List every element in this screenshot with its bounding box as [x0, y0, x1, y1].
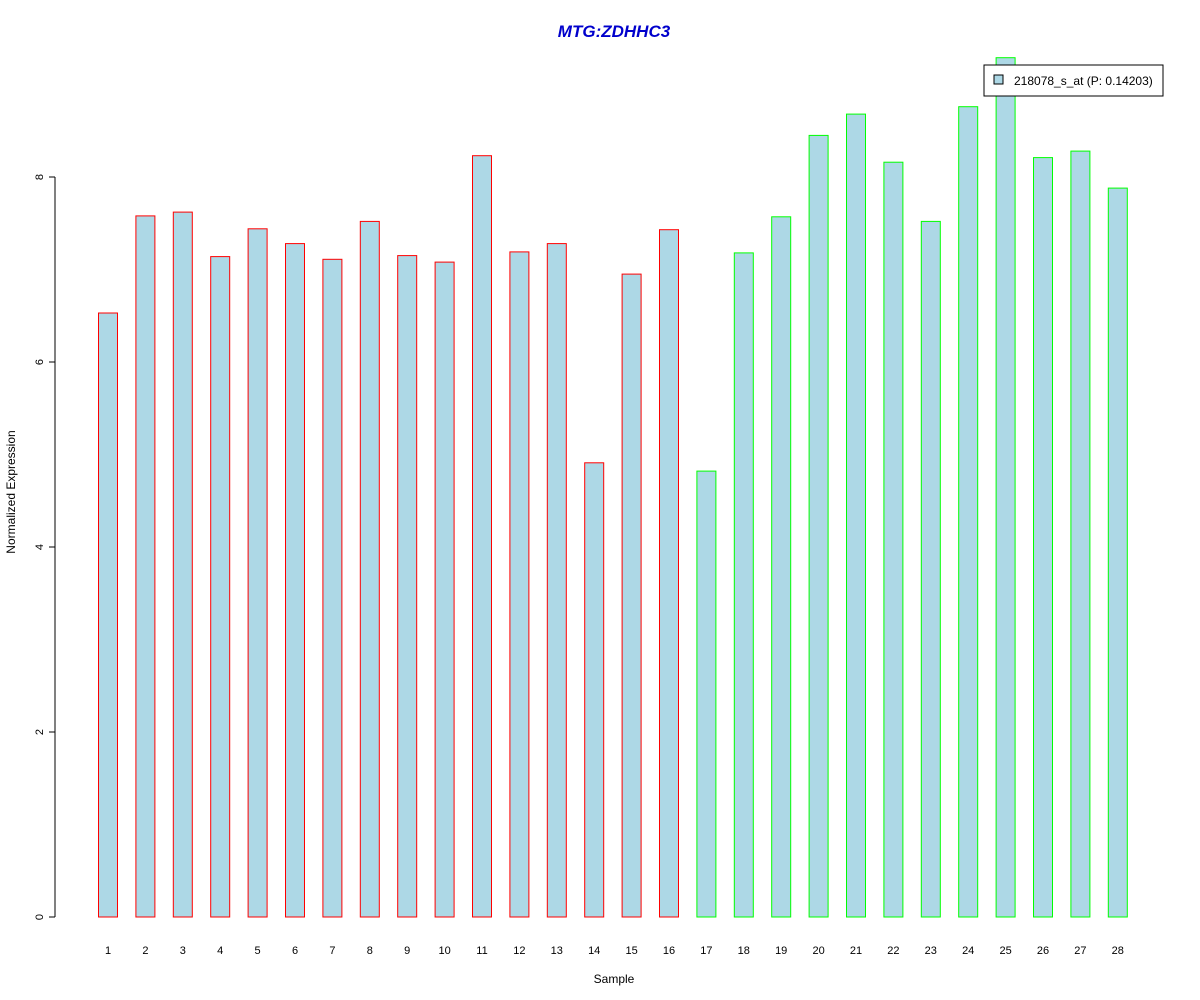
x-tick-label: 6	[292, 945, 298, 957]
bar-sample-15	[621, 273, 642, 918]
bar-sample-21	[846, 113, 866, 918]
bar-sample-4	[210, 256, 231, 918]
bar-sample-3	[172, 211, 193, 918]
x-tick-label: 5	[255, 945, 261, 957]
bar-sample-7	[322, 258, 343, 918]
bar-sample-11	[472, 155, 492, 918]
bar-sample-8	[359, 220, 380, 918]
y-axis-label: Normalized Expression	[4, 430, 18, 553]
x-tick-label: 1	[105, 945, 111, 957]
x-tick-label: 26	[1037, 945, 1049, 957]
x-tick-label: 24	[962, 945, 974, 957]
bar-sample-25	[995, 57, 1016, 918]
bar-sample-20	[808, 134, 829, 918]
bar-sample-28	[1107, 187, 1128, 918]
x-tick-label: 10	[438, 945, 450, 957]
x-tick-label: 19	[775, 945, 787, 957]
x-tick-label: 7	[329, 945, 335, 957]
bar-sample-23	[920, 220, 941, 918]
x-tick-label: 18	[738, 945, 750, 957]
x-tick-label: 9	[404, 945, 410, 957]
y-tick-label: 8	[34, 174, 46, 180]
x-tick-label: 27	[1074, 945, 1086, 957]
x-tick-label: 14	[588, 945, 600, 957]
bar-sample-14	[584, 462, 605, 918]
bar-sample-27	[1070, 150, 1091, 918]
bar-sample-24	[958, 106, 979, 918]
legend-box	[983, 64, 1164, 97]
bar-sample-9	[397, 255, 418, 918]
bar-sample-12	[509, 251, 530, 918]
bar-sample-1	[98, 312, 118, 918]
x-tick-label: 3	[180, 945, 186, 957]
bar-sample-22	[883, 161, 904, 918]
x-tick-label: 16	[663, 945, 675, 957]
bar-sample-17	[696, 470, 717, 918]
x-tick-label: 13	[551, 945, 563, 957]
x-tick-label: 21	[850, 945, 862, 957]
x-tick-label: 15	[625, 945, 637, 957]
bar-sample-19	[771, 216, 792, 918]
x-tick-label: 20	[812, 945, 824, 957]
bar-sample-16	[659, 229, 679, 918]
x-tick-label: 4	[217, 945, 223, 957]
y-tick-label: 4	[34, 544, 46, 550]
x-tick-label: 25	[999, 945, 1011, 957]
x-tick-label: 17	[700, 945, 712, 957]
bar-sample-10	[434, 261, 455, 918]
legend: 218078_s_at (P: 0.14203)	[983, 64, 1164, 97]
bar-sample-5	[247, 228, 268, 918]
bar-sample-18	[733, 252, 754, 918]
chart-title: MTG:ZDHHC3	[558, 22, 671, 41]
x-tick-label: 12	[513, 945, 525, 957]
x-tick-label: 28	[1112, 945, 1124, 957]
bar-sample-13	[546, 243, 567, 918]
y-tick-label: 0	[34, 914, 46, 920]
y-axis: 0 2 4 6 8	[34, 174, 56, 920]
legend-label: 218078_s_at (P: 0.14203)	[1014, 74, 1153, 88]
y-tick-label: 6	[34, 359, 46, 365]
bars-group	[98, 57, 1128, 918]
x-tick-labels: 1 2 3 4 5 6 7 8 9 10 11 12 13 14 15 16 17 18 19 20 21 22 23 24 2…	[105, 945, 1124, 957]
y-tick-label: 2	[34, 729, 46, 735]
x-tick-label: 2	[142, 945, 148, 957]
bar-sample-2	[135, 215, 156, 918]
x-tick-label: 8	[367, 945, 373, 957]
x-tick-label: 11	[476, 945, 487, 957]
x-axis-label: Sample	[594, 972, 635, 986]
legend-swatch	[993, 74, 1004, 85]
x-tick-label: 22	[887, 945, 899, 957]
x-tick-label: 23	[925, 945, 937, 957]
bar-sample-6	[285, 243, 305, 918]
bar-sample-26	[1033, 157, 1053, 918]
